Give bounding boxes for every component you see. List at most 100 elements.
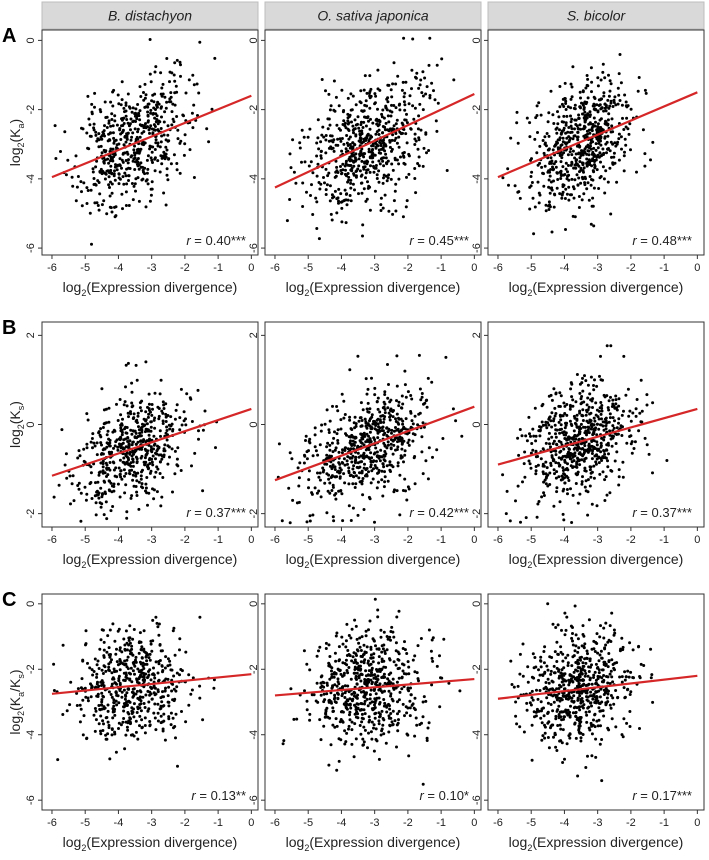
- data-point: [335, 632, 338, 635]
- data-point: [621, 461, 624, 464]
- data-point: [583, 444, 586, 447]
- data-point: [392, 490, 395, 493]
- data-point: [353, 755, 356, 758]
- data-point: [291, 499, 294, 502]
- data-point: [577, 471, 580, 474]
- data-point: [150, 99, 153, 102]
- data-point: [80, 492, 83, 495]
- data-point: [364, 669, 367, 672]
- data-point: [319, 154, 322, 157]
- data-point: [181, 424, 184, 427]
- data-point: [292, 718, 295, 721]
- x-tick-label: -4: [337, 534, 347, 546]
- data-point: [328, 643, 331, 646]
- data-point: [118, 689, 121, 692]
- data-point: [171, 103, 174, 106]
- data-point: [374, 142, 377, 145]
- data-point: [427, 377, 430, 380]
- data-point: [562, 513, 565, 516]
- data-point: [581, 176, 584, 179]
- data-point: [367, 732, 370, 735]
- data-point: [354, 133, 357, 136]
- data-point: [579, 97, 582, 100]
- data-point: [362, 155, 365, 158]
- data-point: [129, 107, 132, 110]
- data-point: [590, 178, 593, 181]
- data-point: [597, 187, 600, 190]
- data-point: [405, 396, 408, 399]
- data-point: [423, 695, 426, 698]
- data-point: [124, 483, 127, 486]
- data-point: [149, 653, 152, 656]
- data-point: [446, 169, 449, 172]
- data-point: [573, 415, 576, 418]
- data-point: [376, 467, 379, 470]
- data-point: [334, 176, 337, 179]
- data-point: [93, 128, 96, 131]
- data-point: [553, 407, 556, 410]
- data-point: [370, 416, 373, 419]
- data-point: [328, 431, 331, 434]
- data-point: [71, 176, 74, 179]
- data-point: [140, 669, 143, 672]
- data-point: [368, 186, 371, 189]
- x-tick-label: -5: [303, 534, 313, 546]
- data-point: [132, 106, 135, 109]
- data-point: [167, 715, 170, 718]
- data-point: [392, 678, 395, 681]
- data-point: [564, 197, 567, 200]
- data-point: [385, 742, 388, 745]
- data-point: [168, 424, 171, 427]
- data-point: [370, 456, 373, 459]
- data-point: [649, 158, 652, 161]
- data-point: [346, 203, 349, 206]
- data-point: [560, 133, 563, 136]
- data-point: [90, 135, 93, 138]
- data-point: [561, 466, 564, 469]
- data-point: [374, 190, 377, 193]
- data-point: [383, 149, 386, 152]
- data-point: [139, 406, 142, 409]
- data-point: [406, 441, 409, 444]
- data-point: [363, 435, 366, 438]
- data-point: [175, 685, 178, 688]
- data-point: [423, 77, 426, 80]
- data-point: [103, 684, 106, 687]
- r-value: 0.45***: [429, 233, 469, 248]
- data-point: [344, 189, 347, 192]
- data-point: [583, 106, 586, 109]
- y-tick-label: -6: [25, 795, 37, 805]
- data-point: [334, 110, 337, 113]
- data-point: [415, 140, 418, 143]
- data-point: [123, 143, 126, 146]
- data-point: [368, 715, 371, 718]
- data-point: [101, 151, 104, 154]
- data-point: [360, 182, 363, 185]
- data-point: [139, 689, 142, 692]
- data-point: [585, 414, 588, 417]
- data-point: [125, 431, 128, 434]
- data-point: [408, 102, 411, 105]
- data-point: [378, 697, 381, 700]
- data-point: [101, 134, 104, 137]
- data-point: [603, 76, 606, 79]
- data-point: [308, 438, 311, 441]
- data-point: [350, 121, 353, 124]
- data-point: [427, 727, 430, 730]
- data-point: [114, 440, 117, 443]
- data-point: [135, 720, 138, 723]
- data-point: [339, 129, 342, 132]
- data-point: [127, 122, 130, 125]
- data-point: [622, 355, 625, 358]
- data-point: [197, 438, 200, 441]
- data-point: [320, 157, 323, 160]
- data-point: [105, 517, 108, 520]
- data-point: [328, 444, 331, 447]
- x-title-text: log: [286, 551, 305, 567]
- data-point: [398, 513, 401, 516]
- data-point: [363, 644, 366, 647]
- data-point: [150, 445, 153, 448]
- panel-letter: C: [2, 589, 16, 611]
- data-point: [193, 83, 196, 86]
- data-point: [289, 451, 292, 454]
